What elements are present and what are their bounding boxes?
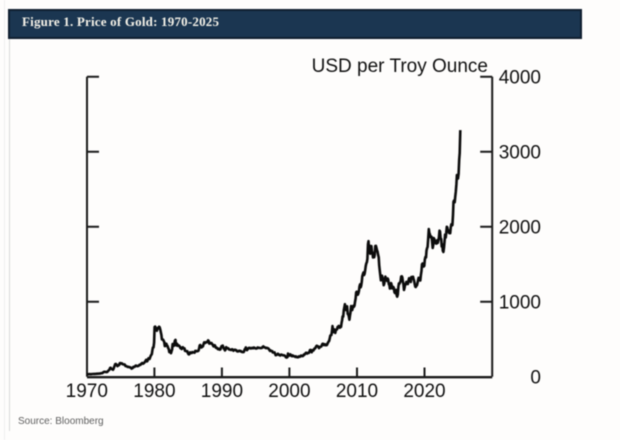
- svg-text:2010: 2010: [336, 381, 378, 402]
- svg-text:3000: 3000: [499, 143, 541, 164]
- svg-text:0: 0: [530, 368, 541, 389]
- svg-text:4000: 4000: [499, 68, 541, 89]
- svg-text:1970: 1970: [66, 381, 108, 402]
- svg-text:1980: 1980: [133, 381, 175, 402]
- svg-text:1990: 1990: [201, 381, 243, 402]
- svg-text:2000: 2000: [499, 218, 541, 239]
- svg-text:2000: 2000: [268, 381, 310, 402]
- svg-text:2020: 2020: [403, 381, 445, 402]
- svg-text:1000: 1000: [499, 293, 541, 314]
